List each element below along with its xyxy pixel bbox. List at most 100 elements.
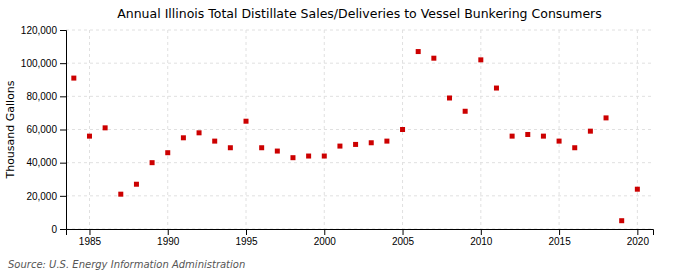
tick: 2015 <box>548 229 571 247</box>
tick-label: 0 <box>51 224 57 235</box>
point <box>244 119 249 124</box>
point <box>572 145 577 150</box>
point <box>103 125 108 130</box>
grid-line <box>66 63 653 64</box>
point <box>165 150 170 155</box>
tick: 80,000 <box>26 91 66 102</box>
tick-mark <box>481 229 482 235</box>
tick-mark <box>60 96 66 97</box>
title: Annual Illinois Total Distillate Sales/D… <box>117 6 602 21</box>
point <box>353 142 358 147</box>
point <box>181 135 186 140</box>
point <box>322 154 327 159</box>
grid-line <box>167 30 168 229</box>
y-axis-label: Thousand Gallons <box>4 80 17 179</box>
tick-mark <box>89 229 90 235</box>
point <box>431 56 436 61</box>
tick-label: 1990 <box>157 236 180 247</box>
point <box>557 139 562 144</box>
tick-label: 120,000 <box>21 25 58 36</box>
tick: 60,000 <box>26 124 66 135</box>
grid-line <box>637 30 638 229</box>
point <box>463 109 468 114</box>
tick-label: 1985 <box>79 236 102 247</box>
point <box>619 218 624 223</box>
tick: 2005 <box>392 229 415 247</box>
tick-mark <box>403 229 404 235</box>
point <box>400 127 405 132</box>
tick-mark <box>60 163 66 164</box>
tick-label: 1995 <box>235 236 258 247</box>
tick: 1985 <box>79 229 102 247</box>
point <box>525 132 530 137</box>
tick: 2010 <box>470 229 493 247</box>
tick-label: 80,000 <box>26 91 57 102</box>
point <box>369 140 374 145</box>
point <box>478 57 483 62</box>
tick: 1990 <box>157 229 180 247</box>
point <box>588 129 593 134</box>
tick-label: 2015 <box>548 236 571 247</box>
tick-mark <box>324 229 325 235</box>
tick: 120,000 <box>21 25 66 36</box>
plot: 1985 1990 1995 2000 2005 2010 2015 2020 0 20,000 4… <box>21 25 654 247</box>
tick-label: 40,000 <box>26 157 57 168</box>
grid-line <box>66 129 653 130</box>
tick-mark <box>559 229 560 235</box>
point <box>494 86 499 91</box>
tick: 2000 <box>314 229 337 247</box>
point <box>306 154 311 159</box>
chart: 1985 1990 1995 2000 2005 2010 2015 2020 0 20,000 4… <box>0 0 675 275</box>
grid <box>66 30 653 229</box>
grid-line <box>246 30 247 229</box>
grid-line <box>324 30 325 229</box>
tick-label: 60,000 <box>26 124 57 135</box>
tick-mark <box>637 229 638 235</box>
grid-line <box>66 195 653 196</box>
point <box>337 144 342 149</box>
tick-mark <box>60 196 66 197</box>
point <box>290 155 295 160</box>
tick-label: 2020 <box>627 236 650 247</box>
points <box>71 49 640 223</box>
y-axis: 0 20,000 40,000 60,000 80,000 100,000 120,000 <box>21 25 67 235</box>
point <box>197 130 202 135</box>
tick: 20,000 <box>26 191 66 202</box>
tick-label: 100,000 <box>21 58 58 69</box>
point <box>635 187 640 192</box>
x-axis: 1985 1990 1995 2000 2005 2010 2015 2020 <box>67 229 654 247</box>
point <box>228 145 233 150</box>
tick-label: 2000 <box>314 236 337 247</box>
tick-mark <box>60 63 66 64</box>
grid-line <box>66 96 653 97</box>
point <box>416 49 421 54</box>
point <box>541 134 546 139</box>
source: Source: U.S. Energy Information Administ… <box>8 259 245 270</box>
tick: 100,000 <box>21 58 66 69</box>
point <box>510 134 515 139</box>
point <box>212 139 217 144</box>
tick: 40,000 <box>26 157 66 168</box>
grid-line <box>66 30 653 31</box>
tick-mark <box>168 229 169 235</box>
point <box>118 192 123 197</box>
tick-label: 2005 <box>392 236 415 247</box>
grid-line <box>89 30 90 229</box>
point <box>71 76 76 81</box>
point <box>87 134 92 139</box>
tick-mark <box>60 229 66 230</box>
tick-mark <box>246 229 247 235</box>
axis-line <box>67 230 654 236</box>
point <box>259 145 264 150</box>
tick-label: 2010 <box>470 236 493 247</box>
grid-line <box>559 30 560 229</box>
point <box>134 182 139 187</box>
tick-mark <box>60 130 66 131</box>
tick: 2020 <box>627 229 650 247</box>
tick-mark <box>60 30 66 31</box>
axis-line <box>60 31 67 230</box>
point <box>275 149 280 154</box>
tick-label: 20,000 <box>26 191 57 202</box>
point <box>384 139 389 144</box>
point <box>604 115 609 120</box>
